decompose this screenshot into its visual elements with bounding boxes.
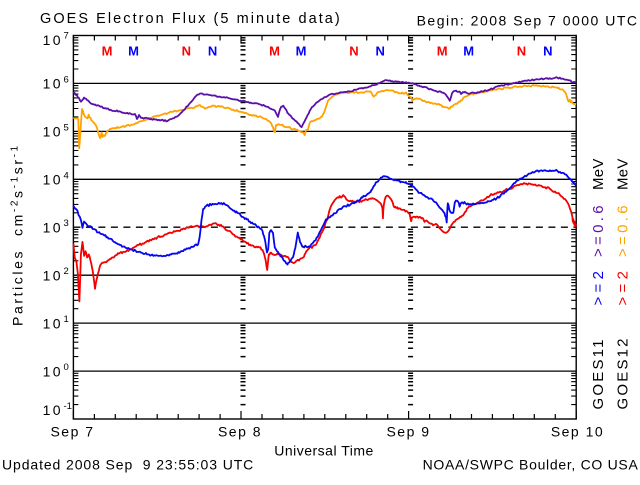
svg-text:1: 1 [64, 314, 69, 325]
svg-text:10: 10 [43, 76, 63, 92]
svg-text:10: 10 [43, 124, 63, 140]
svg-text:7: 7 [64, 31, 69, 42]
svg-text:Sep 9: Sep 9 [386, 424, 430, 440]
svg-text:Sep 7: Sep 7 [50, 424, 94, 440]
svg-text:6: 6 [64, 74, 69, 85]
svg-text:10: 10 [43, 315, 63, 331]
svg-text:5: 5 [64, 122, 69, 133]
svg-text:M: M [296, 44, 307, 59]
svg-text:10: 10 [43, 363, 63, 379]
svg-text:N: N [349, 44, 358, 59]
svg-text:-1: -1 [64, 401, 72, 412]
svg-text:MeV: MeV [615, 158, 632, 190]
svg-text:4: 4 [64, 170, 69, 181]
svg-text:10: 10 [43, 402, 63, 418]
svg-text:M: M [463, 44, 474, 59]
svg-text:10: 10 [43, 32, 63, 48]
svg-text:10: 10 [43, 172, 63, 188]
svg-text:10: 10 [43, 267, 63, 283]
svg-text:N: N [543, 44, 552, 59]
svg-text:>=0.6: >=0.6 [615, 202, 632, 257]
svg-text:10: 10 [43, 219, 63, 235]
svg-text:M: M [269, 44, 280, 59]
svg-text:N: N [376, 44, 385, 59]
svg-text:GOES Electron Flux (5 minute d: GOES Electron Flux (5 minute data) [40, 11, 342, 27]
svg-text:>=2: >=2 [590, 267, 607, 306]
svg-text:GOES11: GOES11 [590, 337, 607, 409]
svg-text:M: M [102, 44, 113, 59]
svg-text:Begin: 2008 Sep 7 0000 UTC: Begin: 2008 Sep 7 0000 UTC [417, 13, 639, 29]
svg-text:Sep 8: Sep 8 [218, 424, 262, 440]
svg-text:M: M [437, 44, 448, 59]
svg-text:MeV: MeV [590, 158, 607, 190]
svg-text:Updated 2008 Sep 9 23:55:03 U: Updated 2008 Sep 9 23:55:03 UTC [2, 457, 254, 473]
svg-text:N: N [182, 44, 191, 59]
svg-text:2: 2 [64, 266, 69, 277]
svg-text:M: M [128, 44, 139, 59]
svg-text:Particles cm-2s-1sr-1: Particles cm-2s-1sr-1 [10, 143, 26, 326]
svg-text:GOES12: GOES12 [615, 336, 632, 409]
svg-text:Sep 10: Sep 10 [551, 424, 604, 440]
svg-text:Universal Time: Universal Time [274, 443, 374, 459]
svg-text:0: 0 [64, 362, 69, 373]
svg-text:>=2: >=2 [615, 267, 632, 306]
svg-text:NOAA/SWPC Boulder, CO USA: NOAA/SWPC Boulder, CO USA [423, 457, 639, 473]
svg-text:N: N [517, 44, 526, 59]
svg-text:N: N [208, 44, 217, 59]
svg-text:3: 3 [64, 218, 69, 229]
svg-text:>=0.6: >=0.6 [590, 202, 607, 257]
